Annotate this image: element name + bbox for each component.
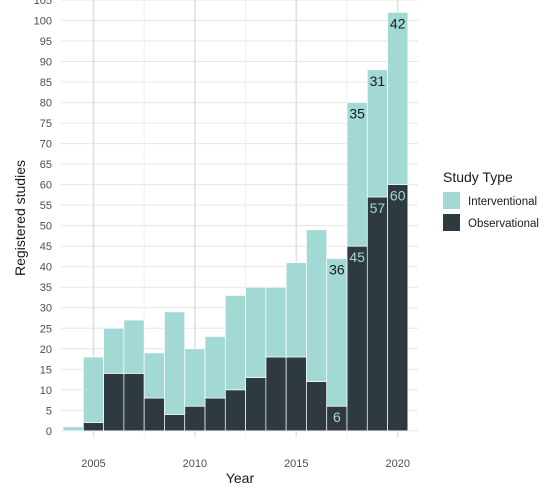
bar-interventional-2009 bbox=[164, 311, 186, 415]
bar-interventional-2013 bbox=[245, 286, 267, 378]
bar-interventional-2014 bbox=[265, 286, 287, 358]
bar-interventional-2010 bbox=[184, 348, 206, 407]
bar-label-interventional-2018: 35 bbox=[349, 106, 365, 122]
y-tick-label: 80 bbox=[40, 98, 52, 110]
bar-interventional-2007 bbox=[123, 319, 145, 374]
bar-label-observational-2020: 60 bbox=[390, 188, 406, 204]
legend-label-observational: Observational bbox=[468, 218, 539, 230]
bar-observational-2016 bbox=[306, 381, 328, 432]
bar-interventional-2012 bbox=[224, 295, 246, 391]
y-tick-label: 90 bbox=[40, 57, 52, 69]
bar-interventional-2015 bbox=[285, 262, 307, 358]
bar-interventional-2016 bbox=[306, 229, 328, 382]
y-tick-label: 45 bbox=[40, 241, 52, 253]
bar-interventional-2008 bbox=[143, 352, 165, 399]
bar-observational-2008 bbox=[143, 397, 165, 432]
bar-observational-2015 bbox=[285, 356, 307, 432]
bar-interventional-2018 bbox=[346, 102, 368, 247]
y-tick-label: 40 bbox=[40, 262, 52, 274]
bar-observational-2009 bbox=[164, 414, 186, 432]
y-tick-label: 70 bbox=[40, 139, 52, 151]
y-tick-label: 15 bbox=[40, 364, 52, 376]
y-tick-label: 65 bbox=[40, 159, 52, 171]
bar-label-observational-2018: 45 bbox=[349, 249, 365, 265]
x-tick-label: 2010 bbox=[183, 458, 207, 470]
bar-interventional-2006 bbox=[103, 327, 125, 374]
bar-interventional-2017 bbox=[326, 258, 348, 407]
bar-interventional-2011 bbox=[204, 336, 226, 399]
x-tick-label: 2015 bbox=[284, 458, 308, 470]
legend-label-interventional: Interventional bbox=[468, 196, 537, 208]
bar-observational-2020 bbox=[387, 184, 409, 432]
y-tick-label: 0 bbox=[46, 426, 52, 438]
legend: Study Type Interventional Observational bbox=[443, 169, 539, 231]
bar-label-interventional-2020: 42 bbox=[390, 15, 406, 31]
bar-observational-2005 bbox=[82, 422, 104, 432]
bar-observational-2011 bbox=[204, 397, 226, 432]
y-tick-label: 85 bbox=[40, 77, 52, 89]
y-tick-label: 30 bbox=[40, 303, 52, 315]
bar-observational-2019 bbox=[366, 196, 388, 432]
x-tick-label: 2005 bbox=[81, 458, 105, 470]
bar-interventional-2019 bbox=[366, 69, 388, 198]
bar-observational-2013 bbox=[245, 377, 267, 432]
bar-observational-2006 bbox=[103, 373, 125, 432]
y-tick-label: 5 bbox=[46, 405, 52, 417]
y-tick-label: 50 bbox=[40, 221, 52, 233]
y-tick-label: 35 bbox=[40, 282, 52, 294]
bar-observational-2014 bbox=[265, 356, 287, 432]
bar-observational-2007 bbox=[123, 373, 145, 432]
bar-interventional-2005 bbox=[82, 356, 104, 423]
y-axis-ticks: 0 5 10 15 20 25 30 35 40 45 50 55 60 65 70 75 80 85 90 95 10… bbox=[34, 0, 52, 438]
y-tick-label: 105 bbox=[34, 0, 52, 7]
bar-interventional-2020 bbox=[387, 11, 409, 185]
bar-label-observational-2017: 6 bbox=[333, 409, 341, 425]
y-tick-label: 95 bbox=[40, 36, 52, 48]
y-tick-label: 75 bbox=[40, 118, 52, 130]
y-tick-label: 10 bbox=[40, 385, 52, 397]
legend-swatch-interventional bbox=[443, 192, 460, 209]
y-tick-label: 25 bbox=[40, 323, 52, 335]
bar-label-interventional-2019: 31 bbox=[370, 73, 386, 89]
y-tick-label: 55 bbox=[40, 200, 52, 212]
x-axis-title: Year bbox=[226, 470, 255, 486]
x-tick-label: 2020 bbox=[385, 458, 409, 470]
bars bbox=[62, 11, 409, 432]
bar-interventional-2004 bbox=[62, 426, 84, 432]
bar-label-observational-2019: 57 bbox=[370, 200, 386, 216]
x-axis-ticks: 2005 2010 2015 2020 bbox=[81, 458, 410, 470]
legend-title: Study Type bbox=[443, 169, 513, 185]
y-tick-label: 60 bbox=[40, 180, 52, 192]
legend-swatch-observational bbox=[443, 214, 460, 231]
y-tick-label: 100 bbox=[34, 16, 52, 28]
y-axis-title: Registered studies bbox=[12, 160, 28, 276]
bar-observational-2012 bbox=[224, 389, 246, 432]
y-tick-label: 20 bbox=[40, 344, 52, 356]
bar-observational-2010 bbox=[184, 405, 206, 432]
bar-label-interventional-2017: 36 bbox=[329, 262, 345, 278]
bar-observational-2018 bbox=[346, 245, 368, 432]
